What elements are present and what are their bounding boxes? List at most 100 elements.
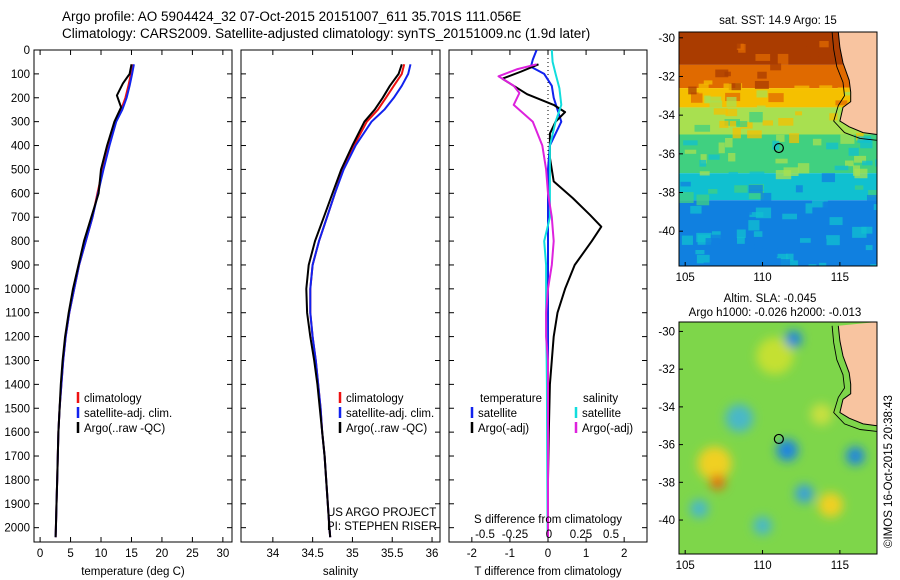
sst-cell [728, 171, 738, 177]
sst-cell [726, 96, 737, 107]
legend-entry: satellite [478, 408, 517, 420]
sst-cell [848, 147, 859, 156]
sst-cell [826, 235, 840, 246]
sst-cell [713, 108, 728, 115]
depth-tick-label: 200 [11, 93, 30, 105]
sst-cell [789, 133, 800, 144]
depth-tick-label: 600 [11, 188, 30, 200]
temperature-panel: 0 5 10 15 20 25 30 temperature (deg C) 0 100 200 30… [4, 45, 233, 578]
sst-cell [735, 265, 749, 266]
sst-cell [725, 108, 738, 117]
map-x-tick-label: 110 [753, 272, 771, 284]
sst-cell [681, 235, 693, 245]
imos-credit: ©IMOS 16-Oct-2015 20:38:43 [883, 395, 895, 548]
depth-tick-label: 1500 [4, 403, 30, 415]
sst-cell [876, 262, 877, 266]
sst-cell [794, 85, 810, 92]
map-x-tick-label: 115 [831, 560, 849, 572]
sla-anomaly [818, 492, 843, 518]
x-tick-label: 30 [216, 548, 229, 560]
series-argo-raw-qc- [305, 63, 403, 538]
map-y-tick-label: -38 [658, 188, 675, 200]
sst-cell [710, 234, 724, 239]
sst-cell [715, 69, 729, 78]
sst-cell [696, 254, 710, 264]
map-y-tick-label: -36 [658, 149, 675, 161]
sst-cell [777, 53, 789, 65]
sst-cell [760, 192, 772, 201]
sla-anomaly [784, 330, 802, 348]
sst-cell [699, 171, 710, 176]
x-tick-label: 15 [125, 548, 138, 560]
sla-anomaly [689, 499, 709, 519]
sst-cell [703, 262, 710, 266]
map-y-tick-label: -40 [658, 226, 675, 238]
sst-cell [795, 111, 803, 116]
sst-cell [854, 185, 864, 190]
sst-cell [866, 194, 877, 204]
sst-cell [754, 244, 763, 249]
sst-cell [766, 248, 778, 257]
sla-anomaly [697, 446, 732, 481]
s-tick-label: 0.5 [603, 529, 619, 541]
sst-cell [863, 258, 877, 264]
sst-cell [762, 120, 774, 126]
project-annotation: PI: STEPHEN RISER [327, 521, 437, 533]
sst-cell [728, 83, 741, 91]
series-s-argo-adj- [497, 63, 555, 538]
x-tick-label: 0 [37, 548, 43, 560]
sst-cell [718, 142, 725, 154]
sst-cell [719, 120, 729, 128]
depth-tick-label: 1200 [4, 332, 30, 344]
depth-tick-label: 400 [11, 141, 30, 153]
map-x-tick-label: 105 [676, 560, 695, 572]
sla-anomaly [753, 516, 772, 535]
x-tick-label: -2 [467, 548, 477, 560]
sst-cell [808, 264, 817, 266]
x-tick-label: 35.5 [381, 548, 403, 560]
depth-tick-label: 100 [11, 69, 30, 81]
series-t-argo-adj- [501, 63, 603, 538]
sst-cell [778, 117, 794, 126]
map-y-tick-label: -36 [658, 440, 675, 452]
sst-cell [683, 140, 698, 146]
series-argo-raw-qc- [54, 64, 133, 538]
coastline [837, 32, 877, 135]
depth-tick-label: 0 [24, 45, 30, 57]
sst-cell [813, 48, 827, 53]
legend-entry: Argo(..raw -QC) [84, 423, 165, 435]
salinity-panel: 34 34.5 35 35.5 36 salinity climatology satelli… [240, 49, 441, 578]
depth-tick-label: 1100 [5, 308, 30, 320]
sst-cell [695, 249, 705, 255]
difference-panel: -2 -1 0 1 2T difference from climatology S di… [448, 49, 648, 578]
legend-entry: satellite-adj. clim. [346, 408, 434, 420]
sst-cell [756, 105, 766, 117]
x-tick-label: 2 [621, 548, 627, 560]
sst-map-panel: sat. SST: 14.9 Argo: 15 105 110 115 -30 -32 -3… [658, 15, 878, 284]
salinity-frame [240, 49, 441, 543]
legend-entry: satellite-adj. clim. [84, 408, 172, 420]
depth-tick-label: 1000 [4, 284, 30, 296]
sst-cell [775, 158, 788, 164]
x-tick-label: 34.5 [301, 548, 323, 560]
sst-cell [797, 163, 810, 174]
depth-tick-label: 300 [11, 117, 30, 129]
sst-cell [776, 253, 788, 259]
sla-anomaly [756, 337, 794, 375]
depth-tick-label: 500 [11, 164, 30, 176]
sst-cell [835, 100, 848, 106]
sst-cell [853, 165, 861, 176]
sst-cell [698, 83, 709, 94]
sst-cell [840, 134, 855, 144]
x-tick-label: 20 [156, 548, 169, 560]
sst-cell [865, 245, 873, 251]
sla-anomaly [846, 446, 865, 466]
sst-cell [725, 137, 733, 148]
depth-tick-label: 1900 [4, 499, 30, 511]
sst-cell [768, 93, 784, 103]
s-tick-label: 0.25 [570, 529, 592, 541]
map-y-tick-label: -32 [658, 364, 675, 376]
sst-cell [860, 138, 873, 149]
sst-cell [829, 113, 838, 121]
sst-cell [732, 127, 741, 139]
